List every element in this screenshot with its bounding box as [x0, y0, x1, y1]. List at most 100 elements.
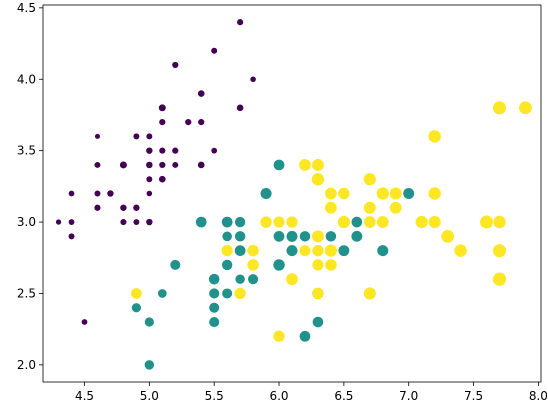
data-point [389, 187, 402, 200]
data-point [146, 218, 153, 226]
data-point [146, 147, 153, 154]
data-point [312, 259, 324, 271]
data-point [94, 161, 101, 168]
y-tick-label: 3.5 [17, 144, 36, 158]
data-point [68, 219, 75, 225]
data-point [492, 101, 507, 115]
y-axis: 2.0 2.5 3.0 3.5 4.0 4.5 [17, 1, 43, 372]
data-point [159, 104, 166, 112]
data-point [107, 190, 114, 197]
data-point [133, 133, 140, 140]
data-point [172, 61, 179, 69]
data-point [519, 101, 532, 115]
data-point [338, 216, 350, 228]
data-point [159, 147, 166, 154]
data-point [338, 245, 350, 257]
data-point [493, 215, 506, 229]
data-point [324, 201, 337, 214]
data-point [195, 216, 207, 228]
data-point [133, 204, 140, 211]
data-point [299, 159, 311, 171]
data-point [170, 259, 181, 270]
data-point [363, 173, 376, 186]
data-point [81, 319, 88, 325]
data-point [273, 259, 285, 271]
x-tick-label: 7.0 [399, 389, 418, 403]
x-tick-label: 4.5 [75, 389, 94, 403]
data-point [286, 273, 298, 286]
data-point [428, 130, 441, 143]
data-point [273, 216, 285, 228]
y-tick-label: 3.0 [17, 215, 36, 229]
data-point [492, 244, 507, 258]
data-point [376, 216, 389, 228]
data-point [68, 190, 75, 197]
data-point [159, 161, 166, 169]
data-point [260, 216, 272, 228]
data-point [428, 187, 441, 200]
data-point [237, 19, 244, 26]
data-point [299, 330, 311, 342]
data-point [250, 76, 256, 83]
data-point [324, 244, 337, 257]
data-point [351, 216, 363, 228]
data-point [311, 230, 324, 243]
y-tick-label: 2.5 [17, 286, 36, 300]
x-tick-label: 6.0 [269, 389, 288, 403]
data-point [131, 288, 142, 299]
plot-frame [42, 4, 542, 383]
data-point [68, 233, 75, 240]
data-point [172, 161, 179, 168]
data-point [144, 317, 154, 327]
data-point [185, 119, 192, 126]
data-point [235, 245, 246, 256]
data-point [159, 175, 166, 183]
data-point [248, 274, 259, 285]
data-point [55, 219, 62, 225]
data-point [211, 47, 218, 54]
data-point [211, 147, 218, 154]
data-point [286, 230, 298, 242]
data-point [325, 231, 337, 242]
data-point [222, 288, 233, 299]
x-tick-label: 7.5 [464, 389, 483, 403]
x-axis: 4.5 5.0 5.5 6.0 6.5 7.0 7.5 8.0 [75, 382, 548, 403]
y-tick-label: 2.0 [17, 358, 36, 372]
data-point [159, 119, 166, 126]
x-tick-label: 5.0 [140, 389, 159, 403]
data-point [221, 259, 233, 271]
data-point [390, 202, 402, 214]
data-point [94, 204, 101, 211]
data-point [222, 231, 232, 242]
data-point [351, 230, 363, 242]
data-point [234, 287, 246, 300]
data-point [209, 316, 220, 328]
data-point [363, 287, 376, 300]
data-point [403, 188, 415, 199]
data-point [209, 288, 220, 299]
data-point [208, 273, 220, 285]
points-layer [55, 19, 532, 370]
data-point [146, 133, 153, 140]
data-point [209, 302, 220, 313]
data-point [312, 287, 324, 300]
data-point [94, 190, 101, 197]
data-point [286, 216, 298, 228]
data-point [146, 161, 153, 169]
data-point [325, 259, 337, 271]
x-tick-label: 6.5 [334, 389, 353, 403]
data-point [236, 104, 244, 112]
data-point [428, 215, 441, 229]
data-point [325, 187, 337, 200]
data-point [198, 161, 205, 169]
data-point [146, 190, 153, 197]
data-point [94, 133, 100, 139]
data-point [120, 219, 127, 226]
x-tick-label: 5.5 [205, 389, 224, 403]
data-point [299, 245, 311, 257]
data-point [234, 216, 246, 228]
data-point [364, 216, 376, 228]
data-point [312, 244, 324, 257]
data-point [235, 274, 245, 284]
